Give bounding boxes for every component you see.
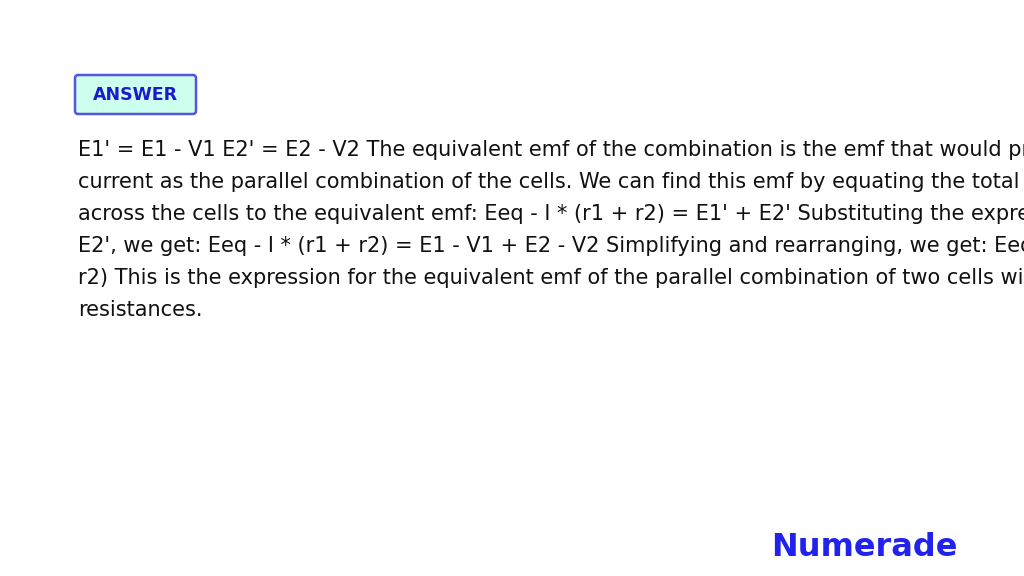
FancyBboxPatch shape [75, 75, 196, 114]
Text: E2', we get: Eeq - I * (r1 + r2) = E1 - V1 + E2 - V2 Simplifying and rearranging: E2', we get: Eeq - I * (r1 + r2) = E1 - … [78, 236, 1024, 256]
Text: Numerade: Numerade [772, 532, 958, 563]
Text: current as the parallel combination of the cells. We can find this emf by equati: current as the parallel combination of t… [78, 172, 1024, 192]
Text: ANSWER: ANSWER [93, 85, 178, 104]
Text: E1' = E1 - V1 E2' = E2 - V2 The equivalent emf of the combination is the emf tha: E1' = E1 - V1 E2' = E2 - V2 The equivale… [78, 140, 1024, 160]
Text: r2) This is the expression for the equivalent emf of the parallel combination of: r2) This is the expression for the equiv… [78, 268, 1024, 288]
Text: resistances.: resistances. [78, 300, 203, 320]
Text: across the cells to the equivalent emf: Eeq - I * (r1 + r2) = E1' + E2' Substitu: across the cells to the equivalent emf: … [78, 204, 1024, 224]
